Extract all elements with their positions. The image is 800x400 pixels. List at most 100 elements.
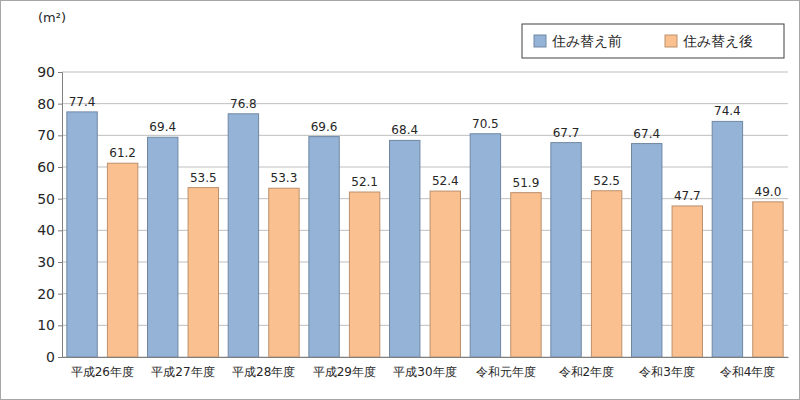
plot: 77.469.476.869.668.470.567.767.474.461.2… — [37, 64, 788, 379]
y-tick: 20 — [37, 286, 62, 302]
x-tick: 令和3年度 — [639, 357, 695, 379]
data-label: 51.9 — [513, 176, 540, 190]
data-label: 76.8 — [230, 97, 257, 111]
y-tick: 0 — [46, 349, 62, 365]
y-tick-label: 70 — [37, 127, 55, 143]
bar — [430, 191, 460, 357]
x-tick: 平成29年度 — [313, 357, 376, 379]
x-tick: 令和4年度 — [720, 357, 776, 379]
x-tick: 平成28年度 — [232, 357, 295, 379]
grid — [62, 72, 788, 357]
data-label: 52.4 — [432, 174, 459, 188]
x-tick: 平成26年度 — [71, 357, 134, 379]
y-tick-mark — [58, 230, 62, 231]
x-tick-label: 令和3年度 — [639, 365, 695, 379]
bars — [67, 112, 783, 357]
chart-frame — [1, 1, 800, 400]
y-tick-label: 20 — [37, 286, 55, 302]
y-tick: 30 — [37, 254, 62, 270]
y-tick-mark — [58, 72, 62, 73]
bar — [309, 137, 339, 357]
bar — [148, 137, 178, 357]
y-tick-label: 10 — [37, 317, 55, 333]
data-label: 70.5 — [472, 117, 499, 131]
y-tick-mark — [58, 357, 62, 358]
bar — [228, 114, 258, 357]
legend-label: 住み替え前 — [551, 33, 622, 49]
data-label: 53.3 — [271, 171, 298, 185]
x-tick-label: 平成29年度 — [313, 365, 376, 379]
data-label: 53.5 — [190, 171, 217, 185]
x-tick-label: 令和元年度 — [476, 365, 536, 379]
y-tick-label: 50 — [37, 191, 55, 207]
x-tick: 平成27年度 — [151, 357, 214, 379]
y-tick-mark — [58, 104, 62, 105]
x-tick-label: 平成27年度 — [151, 365, 214, 379]
y-tick-mark — [58, 325, 62, 326]
legend-label: 住み替え後 — [682, 33, 753, 49]
data-label: 69.4 — [149, 120, 176, 134]
bar — [753, 202, 783, 357]
grid-line — [62, 103, 788, 104]
grid-line — [62, 135, 788, 136]
y-tick-mark — [58, 167, 62, 168]
bar — [390, 140, 420, 357]
bar — [188, 188, 218, 357]
y-tick: 40 — [37, 222, 62, 238]
data-label: 61.2 — [109, 146, 136, 160]
data-labels: 77.469.476.869.668.470.567.767.474.461.2… — [69, 95, 782, 203]
y-tick: 80 — [37, 96, 62, 112]
x-tick-label: 平成28年度 — [232, 365, 295, 379]
bar — [712, 121, 742, 357]
y-tick: 60 — [37, 159, 62, 175]
x-tick: 令和元年度 — [476, 357, 536, 379]
x-tick-label: 平成26年度 — [71, 365, 134, 379]
y-tick-label: 40 — [37, 222, 55, 238]
x-tick-label: 平成30年度 — [393, 365, 456, 379]
chart: 77.469.476.869.668.470.567.767.474.461.2… — [0, 0, 800, 400]
data-label: 49.0 — [755, 185, 782, 199]
data-label: 52.1 — [351, 175, 378, 189]
y-tick: 70 — [37, 127, 62, 143]
y-tick: 10 — [37, 317, 62, 333]
y-tick-label: 0 — [46, 349, 55, 365]
y-tick: 90 — [37, 64, 62, 80]
data-label: 52.5 — [593, 174, 620, 188]
bar — [107, 163, 137, 357]
data-label: 74.4 — [714, 104, 741, 118]
legend-box — [522, 24, 784, 58]
legend-swatch — [665, 35, 677, 47]
bar — [632, 144, 662, 357]
y-tick: 50 — [37, 191, 62, 207]
bar — [67, 112, 97, 357]
bar — [349, 192, 379, 357]
data-label: 69.6 — [311, 120, 338, 134]
data-label: 67.4 — [633, 127, 660, 141]
bar — [269, 188, 299, 357]
x-tick: 令和2年度 — [559, 357, 615, 379]
legend-item: 住み替え前 — [534, 33, 622, 49]
y-tick-mark — [58, 135, 62, 136]
data-label: 68.4 — [391, 123, 418, 137]
bar — [551, 143, 581, 357]
x-tick: 平成30年度 — [393, 357, 456, 379]
legend-item: 住み替え後 — [665, 33, 753, 49]
y-tick-label: 30 — [37, 254, 55, 270]
y-tick-mark — [58, 262, 62, 263]
y-tick-label: 90 — [37, 64, 55, 80]
y-axis-title: (m²) — [38, 10, 66, 25]
x-tick-label: 令和4年度 — [720, 365, 776, 379]
y-tick-label: 60 — [37, 159, 55, 175]
x-tick-label: 令和2年度 — [559, 365, 615, 379]
grid-line — [62, 72, 788, 73]
y-axis: 0 10 20 30 40 50 60 70 80 90 — [37, 64, 62, 365]
y-axis-line — [58, 73, 63, 358]
legend-swatch — [534, 35, 546, 47]
y-tick-mark — [58, 294, 62, 295]
legend: 住み替え前 住み替え後 — [522, 24, 784, 58]
x-axis-line — [63, 357, 789, 358]
bar — [591, 191, 621, 357]
bar — [672, 206, 702, 357]
bar — [470, 134, 500, 357]
data-label: 67.7 — [553, 126, 580, 140]
